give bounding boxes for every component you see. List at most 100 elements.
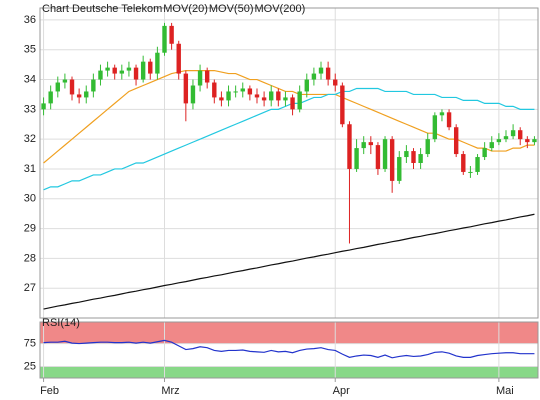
panel-frame [39, 321, 539, 379]
candle-body [318, 67, 324, 74]
panel-frame [39, 7, 539, 319]
legend-entry: MOV(50) [209, 3, 254, 15]
candle-body [461, 154, 466, 172]
candle-body [496, 139, 502, 143]
y-tick-label: 75 [24, 337, 36, 349]
candle-body [368, 142, 374, 146]
candle-body [226, 91, 231, 101]
candle-body [140, 61, 146, 80]
candle-body [148, 61, 153, 74]
candle-body [347, 124, 352, 169]
candle-body [176, 43, 181, 74]
candle-body [98, 70, 103, 80]
line-series [43, 213, 535, 310]
candle-body [233, 91, 238, 93]
panel-title: RSI(14) [42, 317, 80, 329]
legend-entry: MOV(200) [255, 3, 306, 15]
y-tick-label: 29 [24, 222, 36, 234]
candle-body [204, 70, 210, 83]
line-series [43, 339, 535, 359]
panel-title: Chart Deutsche Telekom [42, 3, 162, 15]
candle-body [468, 171, 473, 173]
candle-body [197, 70, 203, 86]
candle-body [62, 79, 68, 83]
x-tick-label: Feb [40, 385, 59, 397]
candle-body [432, 115, 438, 140]
candle-body [525, 139, 530, 143]
candle-body [325, 67, 331, 80]
candle-body [375, 145, 381, 169]
candle-body [489, 142, 494, 149]
candle-body [126, 67, 132, 71]
overbought-band [40, 322, 538, 344]
candle-body [361, 142, 366, 149]
line-series [43, 87, 535, 191]
candle-body [333, 79, 338, 86]
candle-body [240, 88, 245, 92]
candle-body [475, 157, 480, 172]
candle-body [162, 25, 167, 53]
y-tick-label: 30 [24, 193, 36, 205]
candle-body [155, 52, 160, 74]
y-tick-label: 36 [24, 14, 36, 26]
candle-body [276, 91, 281, 101]
candle-body [404, 151, 409, 158]
y-tick-label: 33 [24, 103, 36, 115]
candle-body [76, 94, 82, 98]
y-tick-label: 28 [24, 252, 36, 264]
candle-body [41, 103, 46, 110]
candle-body [55, 82, 60, 92]
y-tick-label: 31 [24, 163, 36, 175]
candle-body [411, 151, 416, 163]
candle-body [69, 79, 75, 95]
y-tick-label: 34 [24, 73, 36, 85]
line-series [43, 70, 535, 164]
candle-body [183, 73, 189, 104]
candle-body [105, 67, 110, 71]
candle-body [190, 85, 196, 104]
candle-body [389, 139, 395, 181]
candle-body [311, 73, 317, 80]
candle-body [518, 130, 523, 140]
candle-body [48, 91, 53, 104]
candle-body [261, 97, 267, 101]
candle-body [112, 67, 117, 74]
candle-body [119, 70, 125, 74]
candle-body [269, 91, 274, 101]
candle-body [482, 148, 487, 158]
candle-body [425, 139, 430, 155]
candle-body [340, 85, 345, 125]
candle-body [133, 67, 139, 80]
candle-body [446, 112, 452, 128]
y-tick-label: 27 [24, 282, 36, 294]
candle-body [290, 97, 295, 110]
candle-body [247, 88, 253, 95]
candle-body [283, 97, 288, 101]
candle-body [439, 112, 445, 116]
x-tick-label: Mrz [161, 385, 179, 397]
candle-body [503, 136, 509, 140]
x-tick-label: Mai [496, 385, 514, 397]
candle-body [212, 82, 217, 98]
candle-body [418, 154, 423, 163]
candle-body [532, 139, 537, 143]
y-tick-label: 32 [24, 133, 36, 145]
candle-body [297, 91, 302, 110]
legend-entry: MOV(20) [163, 3, 208, 15]
candle-body [84, 91, 89, 98]
y-tick-label: 25 [24, 360, 36, 372]
candle-body [354, 148, 359, 169]
x-tick-label: Apr [333, 385, 350, 397]
candle-body [254, 94, 260, 98]
candle-body [219, 97, 224, 101]
candle-body [510, 130, 516, 137]
candle-body [169, 25, 174, 44]
candle-body [397, 157, 402, 181]
y-tick-label: 35 [24, 44, 36, 56]
candle-body [91, 79, 96, 92]
candle-body [382, 139, 388, 169]
candle-body [304, 79, 309, 92]
oversold-band [40, 366, 538, 378]
candle-body [453, 127, 459, 155]
